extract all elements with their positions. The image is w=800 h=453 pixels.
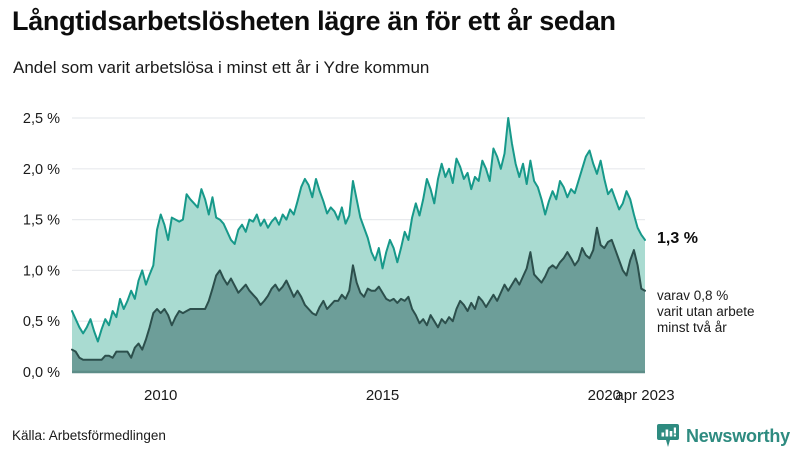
svg-text:0,5 %: 0,5 % bbox=[23, 314, 60, 330]
secondary-annotation-line-1: varav 0,8 % bbox=[657, 288, 729, 303]
source-note: Källa: Arbetsförmedlingen bbox=[12, 428, 166, 443]
svg-text:1,5 %: 1,5 % bbox=[23, 213, 60, 229]
page-title: Långtidsarbetslösheten lägre än för ett … bbox=[12, 6, 616, 36]
series-areas bbox=[71, 117, 646, 372]
secondary-series-annotation: varav 0,8 % varit utan arbete minst två … bbox=[657, 288, 755, 336]
svg-text:2010: 2010 bbox=[144, 387, 177, 404]
svg-text:2,5 %: 2,5 % bbox=[23, 111, 60, 127]
secondary-annotation-line-3: minst två år bbox=[657, 320, 727, 335]
svg-text:2020: 2020 bbox=[588, 387, 621, 404]
newsworthy-logo: Newsworthy bbox=[656, 424, 790, 448]
svg-text:2015: 2015 bbox=[366, 387, 399, 404]
svg-text:1,0 %: 1,0 % bbox=[23, 263, 60, 279]
last-value-annotation: 1,3 % bbox=[657, 230, 698, 247]
logo-wordmark: Newsworthy bbox=[685, 425, 790, 446]
svg-text:2,0 %: 2,0 % bbox=[23, 162, 60, 178]
bar-chart-icon bbox=[656, 424, 679, 448]
svg-text:apr 2023: apr 2023 bbox=[615, 387, 674, 404]
svg-text:0,0 %: 0,0 % bbox=[23, 365, 60, 381]
page-subtitle: Andel som varit arbetslösa i minst ett å… bbox=[13, 58, 430, 77]
y-axis-labels: 0,0 % 0,5 % 1,0 % 1,5 % 2,0 % 2,5 % bbox=[23, 111, 60, 381]
secondary-annotation-line-2: varit utan arbete bbox=[657, 304, 755, 319]
